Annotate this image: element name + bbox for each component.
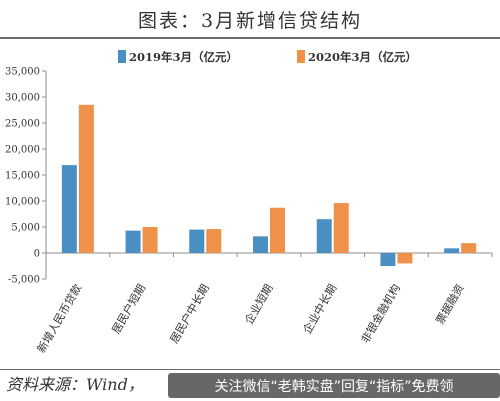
bar-2019-5 — [380, 253, 396, 266]
bar-2020-1 — [142, 227, 158, 253]
x-category-label: 居民户短期 — [109, 282, 149, 337]
x-category-label: 居民户中长期 — [167, 282, 212, 346]
bar-2020-5 — [397, 253, 413, 264]
bar-2020-3 — [270, 207, 285, 253]
y-tick-label: 0 — [34, 249, 40, 260]
legend-label-2020: 2020年3月（亿元） — [308, 50, 417, 64]
title-bar: 图表：3月新增信贷结构 — [0, 0, 500, 40]
y-tick-label: 5,000 — [11, 223, 40, 234]
bar-2020-6 — [461, 243, 477, 253]
bar-2019-0 — [61, 165, 77, 253]
legend-swatch-2020 — [297, 50, 305, 63]
legend-label-2019: 2019年3月（亿元） — [129, 50, 238, 64]
bar-2020-4 — [333, 203, 349, 253]
x-category-label: 新增人民币贷款 — [34, 282, 85, 356]
bar-2019-1 — [125, 230, 141, 253]
y-tick-label: 10,000 — [5, 197, 40, 208]
footer-rule — [0, 369, 500, 370]
source-note: 资料来源：Wind， — [6, 375, 144, 394]
x-category-label: 企业短期 — [241, 282, 275, 327]
y-tick-label: 15,000 — [5, 171, 40, 182]
bar-2019-2 — [189, 229, 205, 253]
y-tick-label: 25,000 — [5, 119, 40, 130]
bar-2019-6 — [444, 248, 460, 253]
y-tick-label: 20,000 — [5, 145, 40, 156]
bar-chart: 35,000 30,000 25,000 20,000 15,000 10,000 5,00… — [5, 50, 493, 356]
bar-2019-3 — [253, 236, 268, 253]
x-category-label: 企业中长期 — [300, 282, 340, 337]
watermark-text: 关注微信“老韩实盘”回复“指标”免费领 — [214, 378, 454, 395]
figure-title: 图表：3月新增信贷结构 — [137, 10, 363, 32]
y-tick-label: 30,000 — [5, 93, 40, 104]
bar-2019-4 — [316, 219, 332, 253]
x-category-label: 票据融资 — [433, 282, 467, 327]
chart-area: 35,000 30,000 25,000 20,000 15,000 10,000 5,00… — [0, 40, 500, 368]
bar-2020-2 — [206, 229, 222, 253]
legend-swatch-2019 — [118, 50, 126, 63]
bar-2020-0 — [78, 104, 94, 253]
y-tick-label: 35,000 — [5, 67, 40, 78]
x-category-label: 非银金融机构 — [358, 282, 403, 346]
title-rule — [0, 37, 500, 39]
watermark-banner: 关注微信“老韩实盘”回复“指标”免费领 — [168, 373, 500, 398]
y-tick-label: -5,000 — [8, 275, 40, 286]
